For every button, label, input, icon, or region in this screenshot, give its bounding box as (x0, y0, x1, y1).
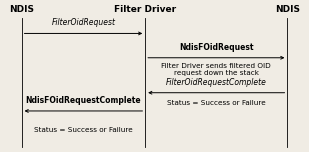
Text: NDIS: NDIS (275, 5, 300, 14)
Text: NdisFOidRequest: NdisFOidRequest (179, 43, 254, 52)
Text: NdisFOidRequestComplete: NdisFOidRequestComplete (26, 96, 141, 105)
Text: FilterOidRequestComplete: FilterOidRequestComplete (166, 78, 267, 87)
Text: Filter Driver sends filtered OID
request down the stack: Filter Driver sends filtered OID request… (161, 63, 271, 76)
Text: Status = Success or Failure: Status = Success or Failure (167, 100, 266, 106)
Text: NDIS: NDIS (9, 5, 34, 14)
Text: Status = Success or Failure: Status = Success or Failure (34, 127, 133, 133)
Text: FilterOidRequest: FilterOidRequest (51, 18, 116, 27)
Text: Filter Driver: Filter Driver (114, 5, 176, 14)
